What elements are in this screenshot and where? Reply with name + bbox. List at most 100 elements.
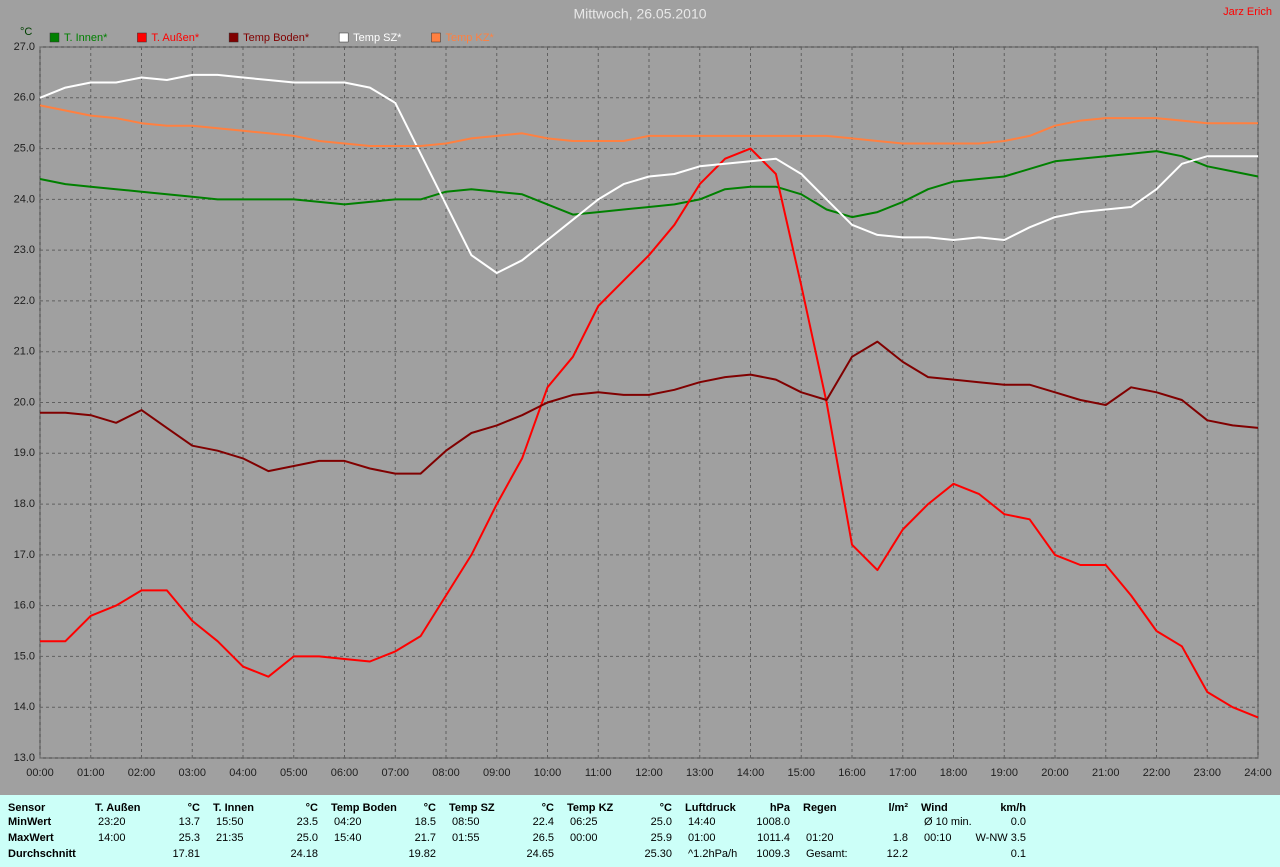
legend-label: Temp KZ* xyxy=(445,32,494,44)
cell-value: 0.1 xyxy=(1010,848,1026,860)
column-header: Temp SZ xyxy=(449,802,495,814)
x-tick-label: 06:00 xyxy=(331,767,359,779)
series-line xyxy=(39,73,1258,274)
cell-value: 12.2 xyxy=(886,848,908,860)
cell-time: Gesamt: xyxy=(806,848,848,860)
legend-swatch xyxy=(338,32,349,43)
cell-time: Ø 10 min. xyxy=(924,816,972,828)
column-unit: hPa xyxy=(769,802,790,814)
column-header: Wind xyxy=(921,802,948,814)
legend-swatch xyxy=(49,32,60,43)
y-tick-label: 26.0 xyxy=(14,92,35,104)
cell-time: 06:25 xyxy=(570,816,598,828)
x-tick-label: 16:00 xyxy=(838,767,866,779)
cell-time: 00:10 xyxy=(924,832,952,844)
y-tick-label: 20.0 xyxy=(14,396,35,408)
x-tick-label: 17:00 xyxy=(889,767,917,779)
x-tick-label: 20:00 xyxy=(1041,767,1069,779)
cell-value: 22.4 xyxy=(532,816,554,828)
series-line xyxy=(40,340,1259,475)
x-tick-label: 05:00 xyxy=(280,767,308,779)
column-unit: °C xyxy=(659,802,672,814)
y-tick-label: 21.0 xyxy=(14,346,35,358)
series-line xyxy=(39,150,1259,219)
cell-value: 23.5 xyxy=(296,816,318,828)
column-unit: °C xyxy=(305,802,318,814)
row-label: Durchschnitt xyxy=(8,848,76,860)
row-label: MinWert xyxy=(8,816,52,828)
cell-value: 25.9 xyxy=(650,832,672,844)
x-tick-label: 10:00 xyxy=(534,767,562,779)
x-tick-label: 22:00 xyxy=(1143,767,1171,779)
column-header: Luftdruck xyxy=(685,802,736,814)
series-line xyxy=(39,104,1258,147)
cell-time: 01:55 xyxy=(452,832,480,844)
cell-value: 1011.4 xyxy=(757,832,790,844)
x-tick-label: 02:00 xyxy=(128,767,156,779)
legend-label: T. Außen* xyxy=(151,32,199,44)
chart: Mittwoch, 26.05.2010 Jarz Erich °C 13.0 1… xyxy=(14,6,1272,779)
cell-value: 13.7 xyxy=(178,816,200,828)
legend-label: Temp Boden* xyxy=(243,32,310,44)
x-tick-label: 12:00 xyxy=(635,767,663,779)
column-unit: °C xyxy=(541,802,554,814)
cell-value: 21.7 xyxy=(414,832,436,844)
x-tick-label: 21:00 xyxy=(1092,767,1120,779)
cell-time: ^1.2hPa/h xyxy=(688,848,738,860)
x-tick-label: 00:00 xyxy=(26,767,54,779)
x-tick-label: 14:00 xyxy=(737,767,765,779)
cell-value: 25.30 xyxy=(644,848,672,860)
cell-time: 23:20 xyxy=(98,816,126,828)
cell-time: 15:40 xyxy=(334,832,362,844)
cell-value: 25.0 xyxy=(296,832,318,844)
x-tick-label: 03:00 xyxy=(178,767,206,779)
x-tick-label: 11:00 xyxy=(585,767,612,779)
x-tick-label: 13:00 xyxy=(686,767,714,779)
column-unit: l/m² xyxy=(888,802,908,814)
cell-value: 24.18 xyxy=(290,848,318,860)
cell-time: 21:35 xyxy=(216,832,244,844)
cell-value: 1008.0 xyxy=(756,816,790,828)
legend-label: T. Innen* xyxy=(64,32,108,44)
y-tick-label: 13.0 xyxy=(14,752,35,764)
cell-time: 01:20 xyxy=(806,832,834,844)
legend-swatch xyxy=(431,32,441,43)
legend-swatch xyxy=(228,32,239,43)
series-line xyxy=(40,147,1259,719)
x-tick-label: 09:00 xyxy=(483,767,511,779)
cell-value: 0.0 xyxy=(1010,816,1026,828)
table-header: Sensor xyxy=(8,802,46,814)
x-tick-label: 19:00 xyxy=(990,767,1018,779)
x-tick-label: 04:00 xyxy=(229,767,257,779)
cell-time: 15:50 xyxy=(216,816,244,828)
cell-value: 26.5 xyxy=(532,832,554,844)
column-header: Regen xyxy=(803,802,837,814)
cell-value: 24.65 xyxy=(526,848,554,860)
column-header: Temp KZ xyxy=(567,802,614,814)
cell-value: 19.82 xyxy=(408,848,436,860)
y-tick-label: 25.0 xyxy=(14,142,35,154)
legend-label: Temp SZ* xyxy=(353,32,402,44)
cell-value: 1.8 xyxy=(892,832,908,844)
y-tick-label: 17.0 xyxy=(14,549,35,561)
summary-table: Sensor MinWert MaxWert Durchschnitt T. Außen… xyxy=(0,795,1280,867)
y-tick-label: 22.0 xyxy=(14,295,35,307)
cell-time: 14:00 xyxy=(98,832,126,844)
cell-value: W-NW 3.5 xyxy=(975,832,1026,844)
cell-value: 18.5 xyxy=(414,816,436,828)
y-tick-label: 23.0 xyxy=(14,244,35,256)
x-tick-label: 15:00 xyxy=(787,767,815,779)
y-tick-label: 14.0 xyxy=(14,701,35,713)
author: Jarz Erich xyxy=(1223,6,1272,18)
column-header: Temp Boden xyxy=(331,802,397,814)
cell-time: 08:50 xyxy=(452,816,480,828)
cell-time: 00:00 xyxy=(570,832,598,844)
row-label: MaxWert xyxy=(8,832,54,844)
y-tick-label: 24.0 xyxy=(14,193,35,205)
y-unit: °C xyxy=(20,26,32,38)
y-tick-label: 19.0 xyxy=(14,447,35,459)
column-header: T. Außen xyxy=(95,802,141,814)
column-unit: °C xyxy=(187,802,200,814)
y-tick-label: 27.0 xyxy=(14,41,35,53)
